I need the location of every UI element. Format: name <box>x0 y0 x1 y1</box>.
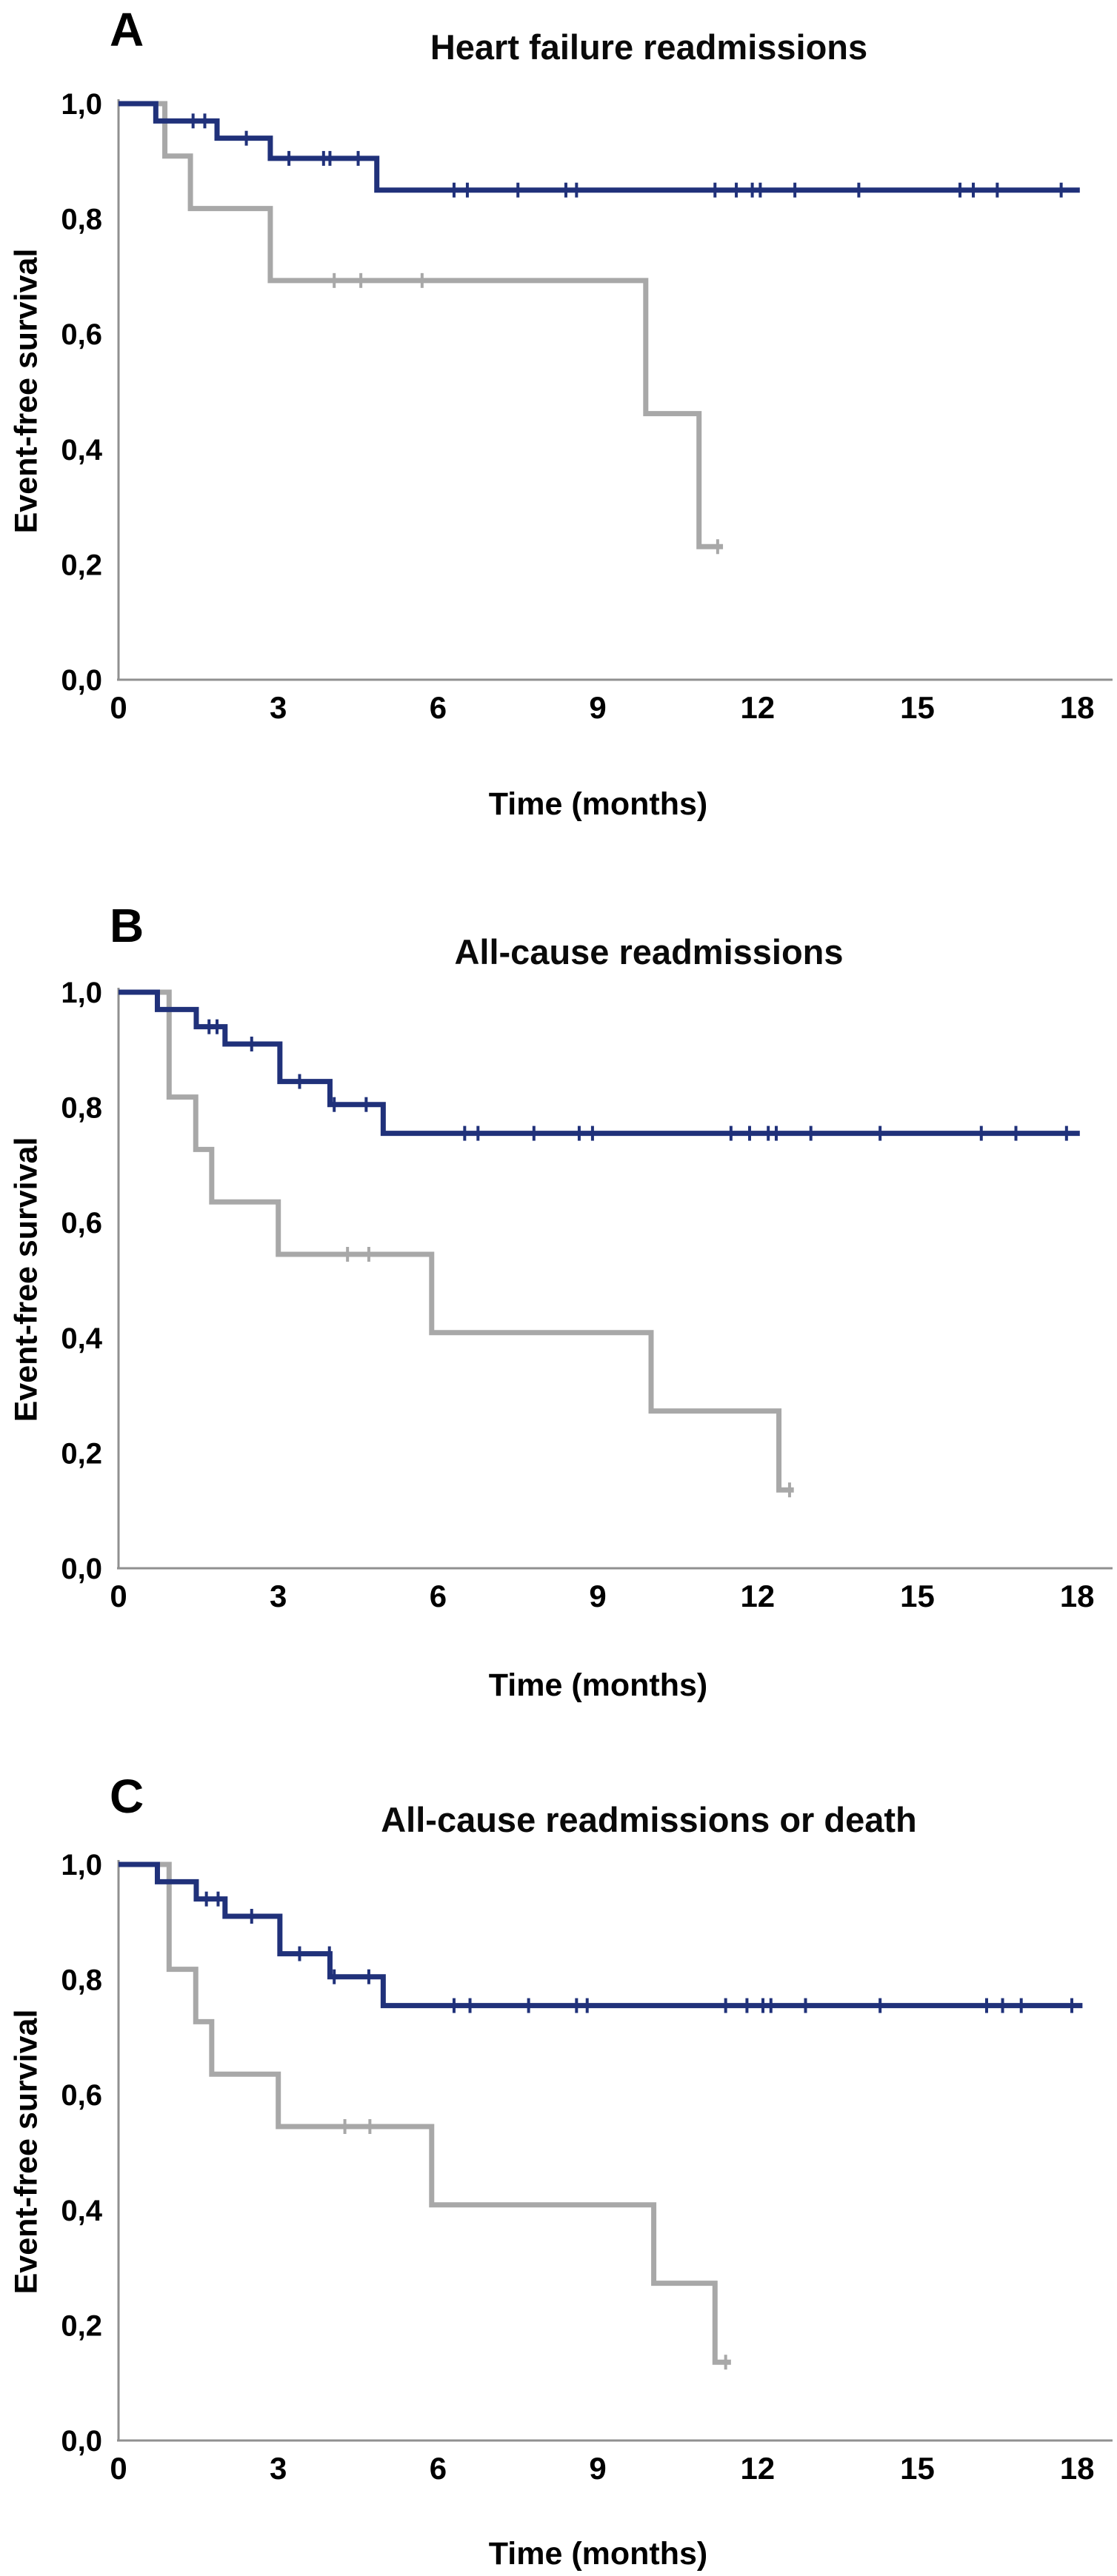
y-tick-label: 0,2 <box>61 1437 102 1470</box>
x-tick-label: 12 <box>740 1579 775 1613</box>
y-tick-label: 0,2 <box>61 2309 102 2342</box>
panel-letter: B <box>110 899 144 952</box>
y-tick-label: 0,4 <box>61 1322 102 1355</box>
x-tick-label: 15 <box>900 690 935 725</box>
x-tick-label: 6 <box>430 690 447 725</box>
x-tick-label: 0 <box>110 2451 127 2486</box>
x-tick-label: 18 <box>1060 690 1095 725</box>
km-curve-navy-group <box>119 989 1080 1137</box>
y-tick-label: 0,8 <box>61 204 102 236</box>
y-tick-label: 0,6 <box>61 1207 102 1240</box>
km-curve-grey-group <box>119 101 724 549</box>
y-tick-label: 0,4 <box>61 2195 102 2227</box>
censor-marks-navy-group <box>191 113 1063 198</box>
km-plot-b: 0,0 0,2 0,4 0,6 0,8 1,0 0 3 6 9 12 15 18 <box>61 977 1113 1613</box>
censor-marks-grey-group <box>346 1246 791 1498</box>
x-tick-label: 0 <box>110 1579 127 1613</box>
y-tick-label: 0,2 <box>61 549 102 581</box>
censor-marks-navy-group <box>207 1019 1068 1141</box>
censor-marks-grey-group <box>343 2118 727 2370</box>
panel-a: A Heart failure readmissions Event-free … <box>0 0 1117 859</box>
y-tick-label: 0,0 <box>61 1553 102 1585</box>
y-tick-label: 0,0 <box>61 664 102 697</box>
x-tick-label: 3 <box>270 2451 287 2486</box>
x-tick-label: 6 <box>430 2451 447 2486</box>
y-tick-label: 0,4 <box>61 434 102 466</box>
y-tick-label: 0,8 <box>61 1092 102 1125</box>
censor-marks-grey-group <box>333 272 719 555</box>
panel-b: B All-cause readmissions Event-free surv… <box>0 859 1117 1718</box>
y-tick-label: 1,0 <box>61 88 102 121</box>
panel-letter: C <box>110 1770 144 1823</box>
x-tick-label: 15 <box>900 1579 935 1613</box>
km-plot-c: 0,0 0,2 0,4 0,6 0,8 1,0 0 3 6 9 12 15 18 <box>61 1849 1113 2486</box>
panel-c: C All-cause readmissions or death Event-… <box>0 1718 1117 2576</box>
x-axis-label: Time (months) <box>488 786 708 822</box>
censor-marks-navy-group <box>204 1891 1074 2013</box>
y-tick-label: 0,0 <box>61 2425 102 2458</box>
x-axis-label: Time (months) <box>488 2536 708 2572</box>
x-tick-label: 15 <box>900 2451 935 2486</box>
x-tick-label: 12 <box>740 690 775 725</box>
x-tick-label: 9 <box>589 1579 606 1613</box>
km-plot-a: 0,0 0,2 0,4 0,6 0,8 1,0 0 3 6 9 12 15 18 <box>61 88 1113 725</box>
y-tick-label: 1,0 <box>61 1849 102 1881</box>
panel-title: Heart failure readmissions <box>430 27 868 67</box>
panel-letter: A <box>110 3 144 56</box>
km-curve-grey-group <box>119 1861 731 2365</box>
x-tick-label: 12 <box>740 2451 775 2486</box>
km-curve-grey-group <box>119 989 794 1493</box>
x-tick-label: 3 <box>270 690 287 725</box>
x-tick-label: 9 <box>589 2451 606 2486</box>
x-tick-label: 9 <box>589 690 606 725</box>
x-tick-label: 3 <box>270 1579 287 1613</box>
x-axis-label: Time (months) <box>488 1667 708 1703</box>
x-tick-label: 18 <box>1060 1579 1095 1613</box>
x-tick-label: 0 <box>110 690 127 725</box>
x-tick-label: 18 <box>1060 2451 1095 2486</box>
y-tick-label: 0,8 <box>61 1964 102 1997</box>
y-tick-label: 0,6 <box>61 2079 102 2112</box>
km-curve-navy-group <box>119 1861 1083 2009</box>
panel-title: All-cause readmissions <box>454 932 844 971</box>
panel-title: All-cause readmissions or death <box>381 1800 917 1839</box>
y-tick-label: 1,0 <box>61 977 102 1009</box>
y-tick-label: 0,6 <box>61 318 102 351</box>
x-tick-label: 6 <box>430 1579 447 1613</box>
km-curve-navy-group <box>119 101 1080 193</box>
